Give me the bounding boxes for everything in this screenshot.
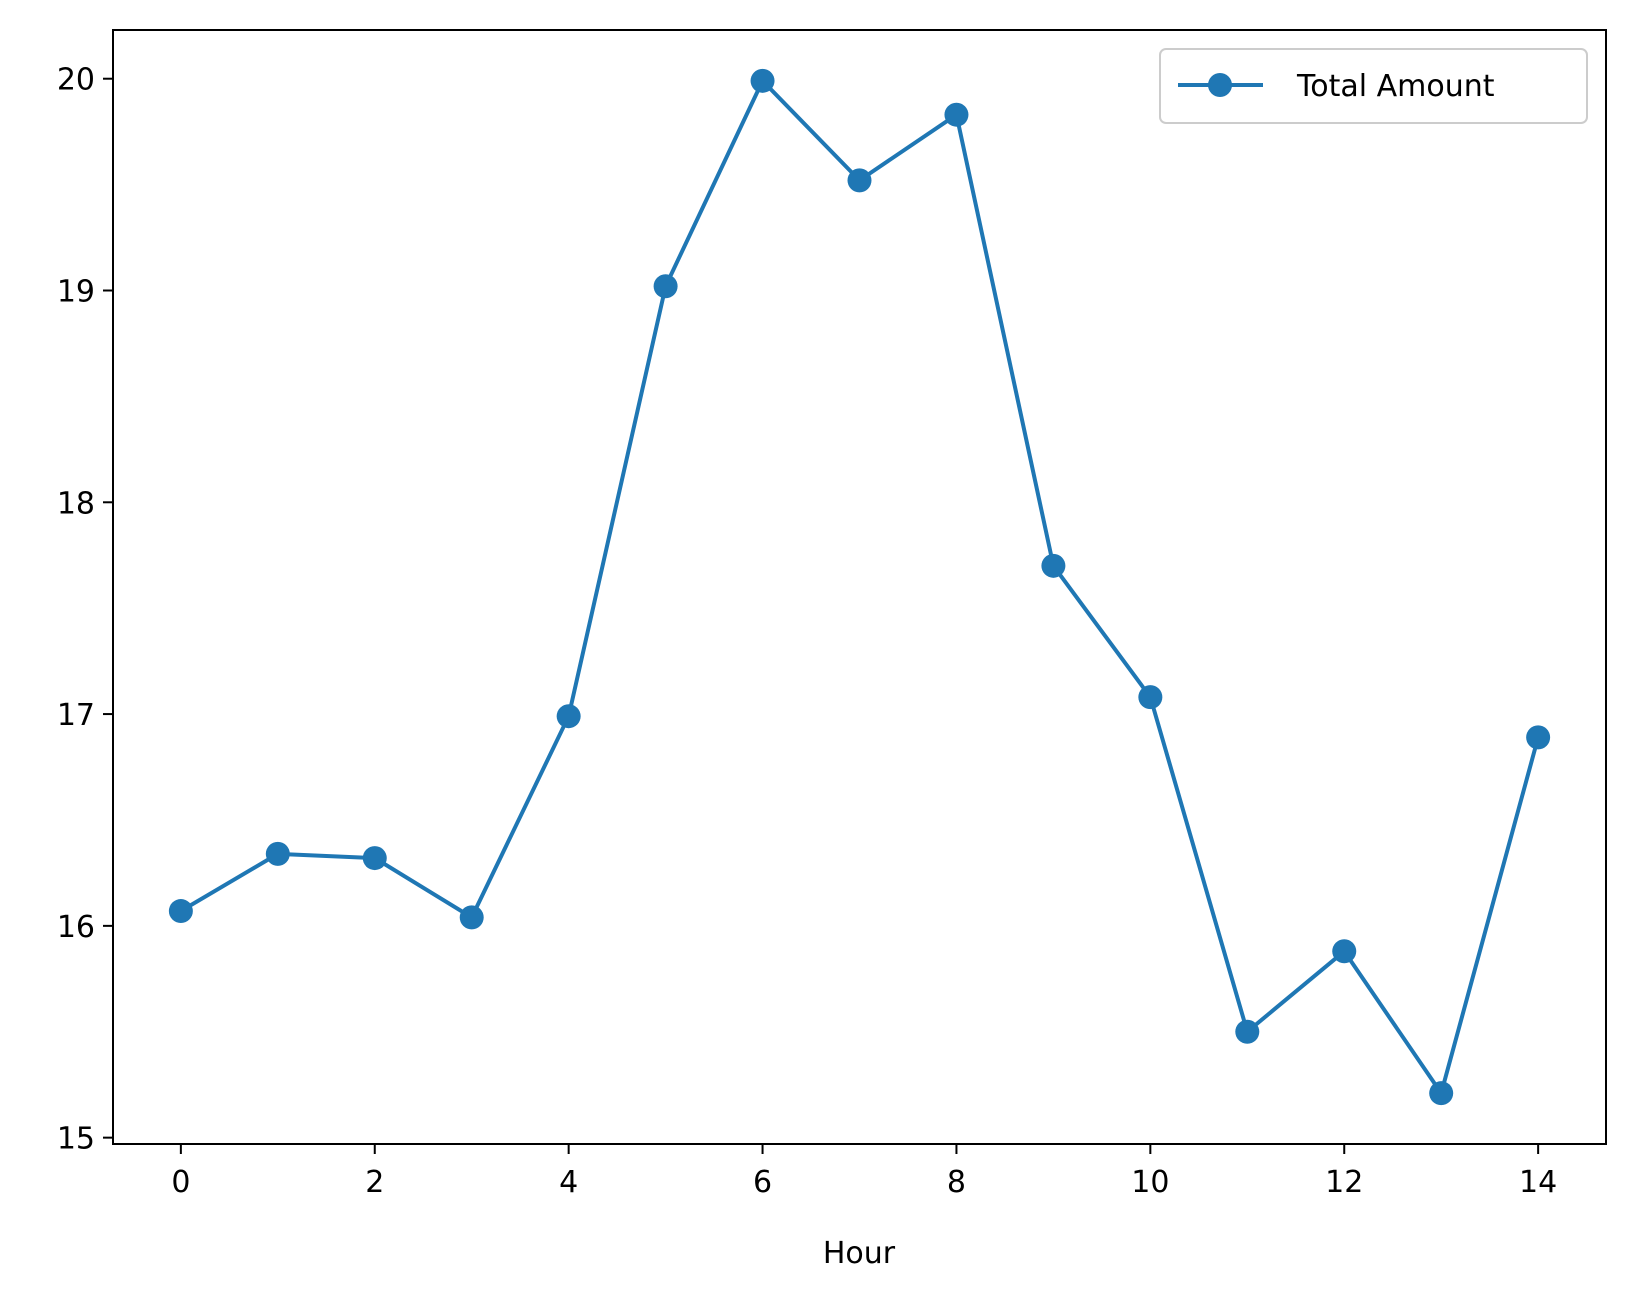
x-tick-label: 10	[1131, 1165, 1169, 1200]
x-tick-label: 8	[947, 1165, 966, 1200]
data-point	[556, 704, 581, 729]
data-point	[459, 905, 484, 930]
data-point	[944, 102, 969, 127]
data-point	[1429, 1081, 1454, 1106]
data-point	[1041, 553, 1066, 578]
legend-box	[1159, 48, 1588, 124]
data-point	[168, 899, 193, 924]
legend: Total Amount	[1159, 48, 1588, 124]
x-axis-ticks: 0 2 4 6 8 10 12 14	[171, 1144, 1557, 1200]
data-point	[265, 841, 290, 866]
x-tick-label: 12	[1325, 1165, 1363, 1200]
y-tick-label: 15	[57, 1122, 95, 1157]
x-axis-label: Hour	[823, 1236, 896, 1271]
y-tick-label: 18	[57, 486, 95, 521]
data-point	[1235, 1019, 1260, 1044]
x-tick-label: 4	[559, 1165, 578, 1200]
y-tick-label: 19	[57, 274, 95, 309]
y-axis-ticks: 15 16 17 18 19 20	[57, 63, 113, 1157]
x-tick-label: 0	[171, 1165, 190, 1200]
x-tick-label: 14	[1519, 1165, 1557, 1200]
axes-frame	[112, 29, 1607, 1145]
x-tick-label: 2	[365, 1165, 384, 1200]
legend-marker-swatch	[1208, 73, 1232, 97]
x-tick-label: 6	[753, 1165, 772, 1200]
y-tick-label: 17	[57, 698, 95, 733]
data-point	[1332, 939, 1357, 964]
data-point	[362, 846, 387, 871]
y-tick-label: 20	[57, 63, 95, 98]
data-point	[750, 68, 775, 93]
data-point	[653, 274, 678, 299]
data-point	[1526, 725, 1551, 750]
data-point	[847, 168, 872, 193]
y-tick-label: 16	[57, 910, 95, 945]
data-point	[1138, 685, 1163, 710]
plot-area	[168, 68, 1551, 1106]
legend-label: Total Amount	[1296, 69, 1495, 104]
